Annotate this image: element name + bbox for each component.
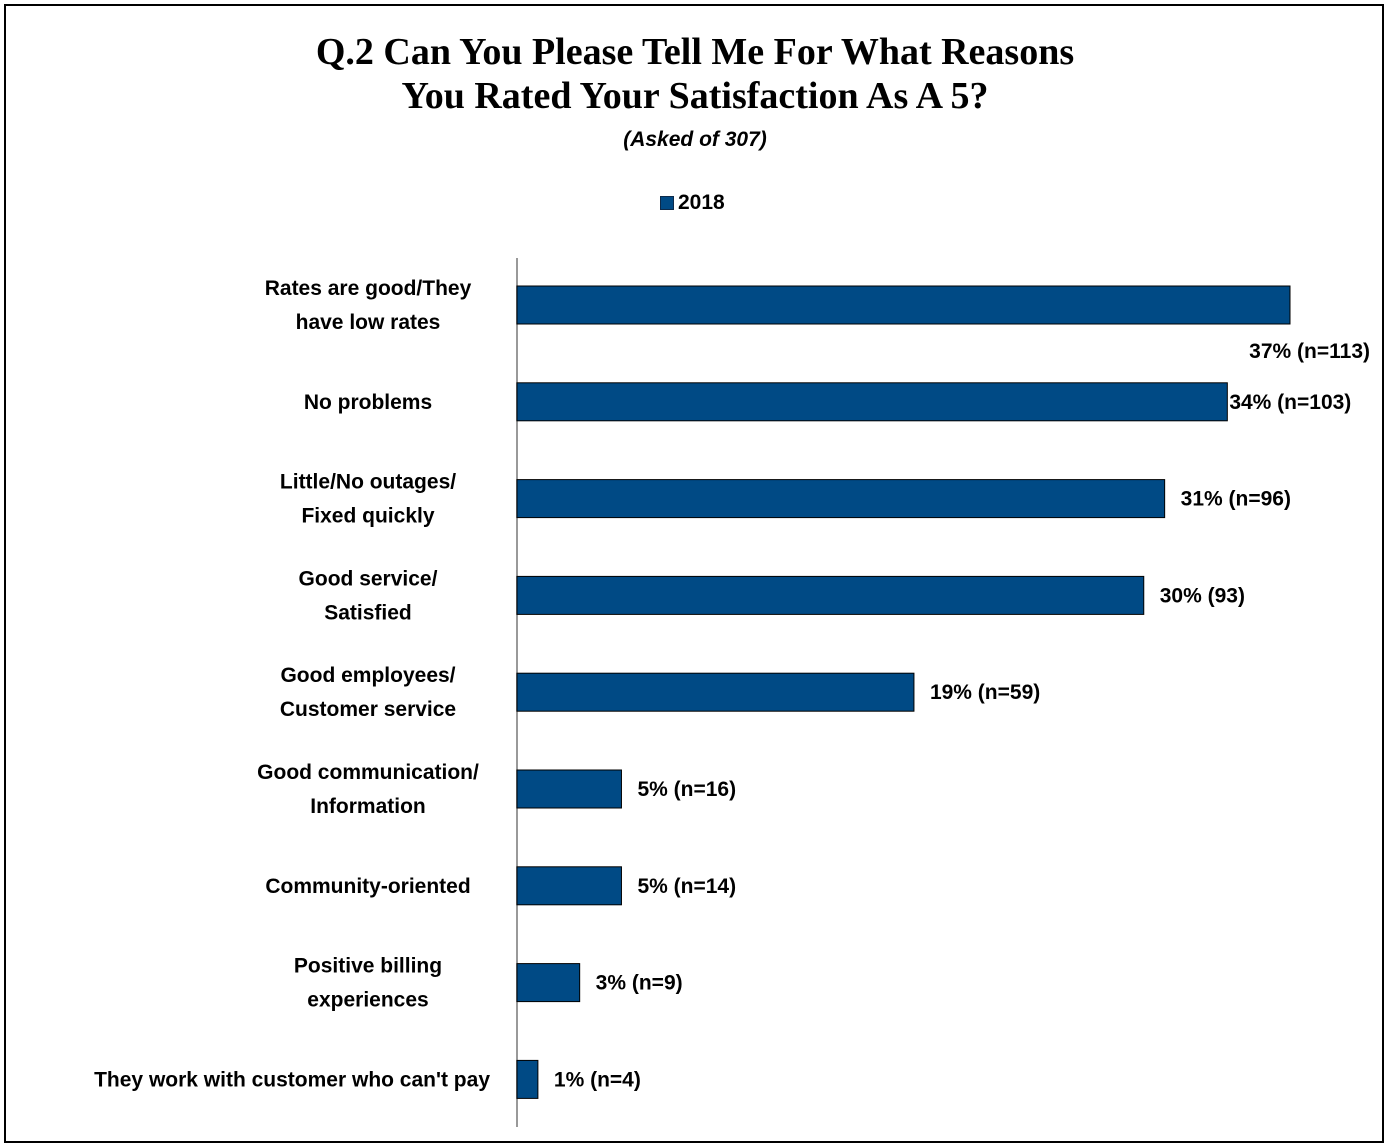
data-label-3: 30% (93) (1160, 584, 1245, 607)
category-label-7-line-0: Positive billing (294, 955, 442, 978)
bar-2 (516, 479, 1166, 519)
category-label-0-line-0: Rates are good/They (265, 277, 472, 300)
category-label-5-line-0: Good communication/ (257, 761, 479, 784)
category-label-8-line-0: They work with customer who can't pay (94, 1068, 490, 1091)
data-label-7: 3% (n=9) (596, 972, 683, 995)
category-label-1: No problems (304, 391, 432, 414)
chart-title: Q.2 Can You Please Tell Me For What Reas… (0, 30, 1390, 118)
chart-subtitle: (Asked of 307) (623, 128, 767, 151)
category-label-4: Good employees/Customer service (280, 664, 456, 721)
category-label-3-line-0: Good service/ (299, 567, 438, 590)
category-label-2-line-1: Fixed quickly (301, 505, 434, 528)
category-label-6-line-0: Community-oriented (265, 875, 470, 898)
chart-title-line-2: You Rated Your Satisfaction As A 5? (401, 75, 989, 117)
category-label-1-line-0: No problems (304, 391, 432, 414)
data-label-2: 31% (n=96) (1181, 488, 1291, 511)
category-label-4-line-1: Customer service (280, 698, 456, 721)
bar-3 (516, 575, 1145, 615)
bar-4 (516, 672, 915, 712)
category-label-7: Positive billing experiences (294, 955, 442, 1012)
category-label-2: Little/No outages/Fixed quickly (280, 471, 456, 528)
category-label-5: Good communication/Information (257, 761, 479, 818)
bar-0 (516, 285, 1291, 325)
category-label-6: Community-oriented (265, 875, 470, 898)
category-label-4-line-0: Good employees/ (280, 664, 455, 687)
category-label-0-line-1: have low rates (296, 311, 441, 334)
data-label-5: 5% (n=16) (637, 778, 736, 801)
chart-frame (4, 4, 1384, 1143)
category-label-8: They work with customer who can't pay (94, 1068, 490, 1091)
data-label-4: 19% (n=59) (930, 681, 1040, 704)
category-label-3: Good service/Satisfied (299, 567, 438, 624)
bar-6 (516, 866, 622, 906)
category-label-3-line-1: Satisfied (324, 601, 412, 624)
bar-5 (516, 769, 622, 809)
category-label-7-line-1: experiences (307, 989, 428, 1012)
bar-7 (516, 963, 581, 1003)
legend-swatch (660, 196, 674, 210)
bar-8 (516, 1059, 539, 1099)
bar-1 (516, 382, 1228, 422)
legend-label: 2018 (678, 191, 725, 214)
data-label-6: 5% (n=14) (637, 875, 736, 898)
legend: 2018 (660, 190, 725, 216)
data-label-8: 1% (n=4) (554, 1068, 641, 1091)
category-label-0: Rates are good/They have low rates (265, 277, 472, 334)
data-label-1: 34% (n=103) (1229, 391, 1351, 414)
data-label-0: 37% (n=113) (1249, 340, 1370, 363)
category-label-5-line-1: Information (310, 795, 426, 818)
chart-title-line-1: Q.2 Can You Please Tell Me For What Reas… (315, 31, 1075, 73)
category-label-2-line-0: Little/No outages/ (280, 471, 456, 494)
